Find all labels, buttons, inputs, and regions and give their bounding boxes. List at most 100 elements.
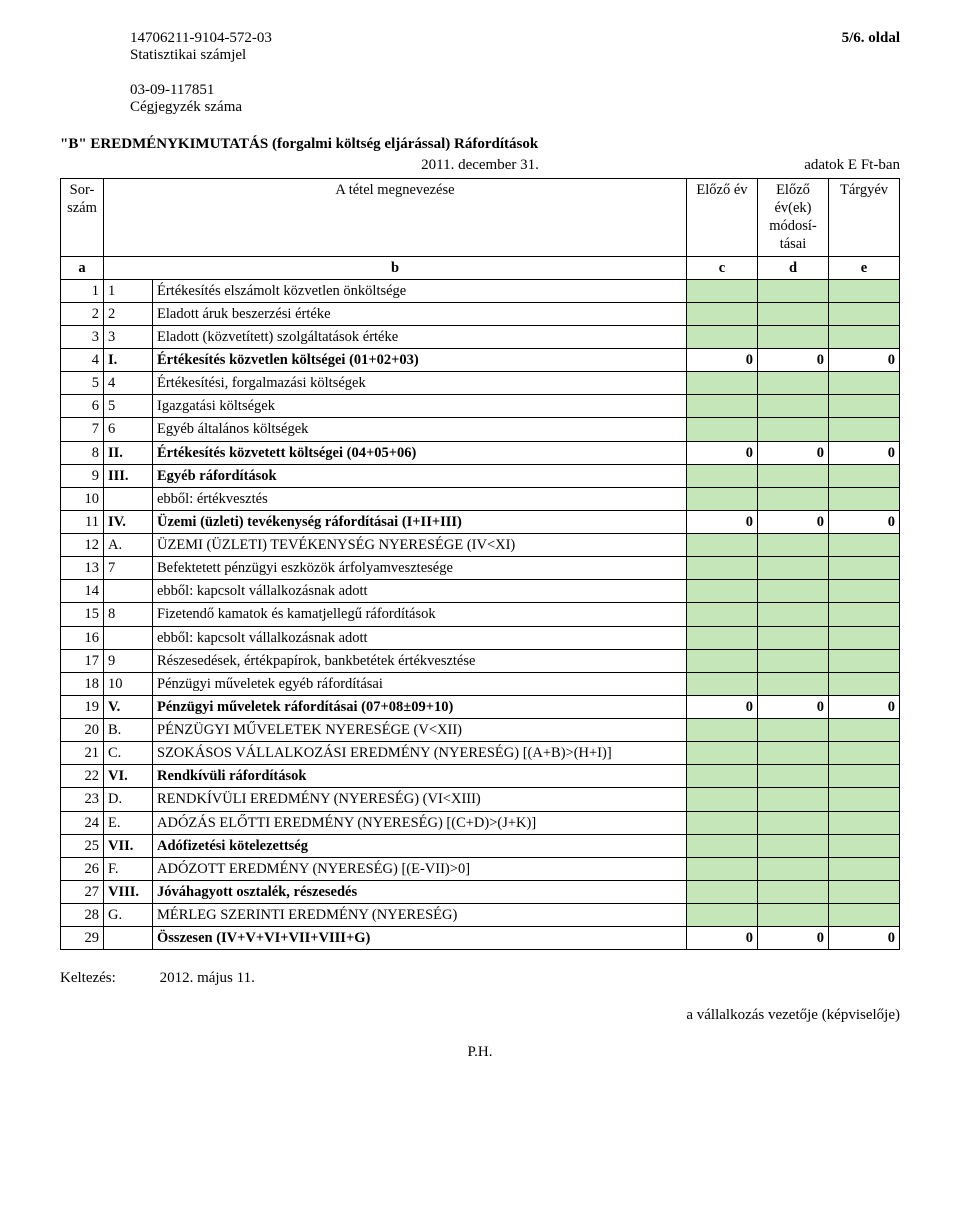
cell-e [829, 302, 900, 325]
row-number: 1 [61, 279, 104, 302]
row-number: 26 [61, 857, 104, 880]
keltezes-value: 2012. május 11. [160, 970, 255, 986]
row-number: 25 [61, 834, 104, 857]
table-row: 22VI.Rendkívüli ráfordítások [61, 765, 900, 788]
cell-c [687, 788, 758, 811]
row-number: 23 [61, 788, 104, 811]
cell-c: 0 [687, 927, 758, 950]
cell-c [687, 649, 758, 672]
cell-d: 0 [758, 510, 829, 533]
row-name: Értékesítés közvetett költségei (04+05+0… [153, 441, 687, 464]
table-row: 20B.PÉNZÜGYI MŰVELETEK NYERESÉGE (V<XII) [61, 719, 900, 742]
keltezes-label: Keltezés: [60, 970, 116, 987]
row-code: IV. [104, 510, 153, 533]
ph-label: P.H. [60, 1044, 900, 1061]
cell-d [758, 788, 829, 811]
table-row: 11Értékesítés elszámolt közvetlen önkölt… [61, 279, 900, 302]
cell-c [687, 811, 758, 834]
table-row: 19V.Pénzügyi műveletek ráfordításai (07+… [61, 695, 900, 718]
row-code: VI. [104, 765, 153, 788]
col-header-prev-year: Előző év [687, 179, 758, 257]
row-code: B. [104, 719, 153, 742]
cell-d [758, 418, 829, 441]
cell-c [687, 857, 758, 880]
cell-d [758, 672, 829, 695]
table-row: 21C.SZOKÁSOS VÁLLALKOZÁSI EREDMÉNY (NYER… [61, 742, 900, 765]
row-number: 14 [61, 580, 104, 603]
cell-c [687, 719, 758, 742]
cell-e [829, 834, 900, 857]
col-header-prev-mod: Előző év(ek) módosí-tásai [758, 179, 829, 257]
cell-c [687, 487, 758, 510]
cell-c [687, 603, 758, 626]
row-name: Rendkívüli ráfordítások [153, 765, 687, 788]
row-number: 19 [61, 695, 104, 718]
row-code: E. [104, 811, 153, 834]
page-title: "B" EREDMÉNYKIMUTATÁS (forgalmi költség … [60, 136, 900, 153]
cell-e [829, 649, 900, 672]
table-row: 16ebből: kapcsolt vállalkozásnak adott [61, 626, 900, 649]
cell-c [687, 279, 758, 302]
table-row: 12A.ÜZEMI (ÜZLETI) TEVÉKENYSÉG NYERESÉGE… [61, 534, 900, 557]
cell-e [829, 580, 900, 603]
table-row: 23D.RENDKÍVÜLI EREDMÉNY (NYERESÉG) (VI<X… [61, 788, 900, 811]
row-name: Eladott áruk beszerzési értéke [153, 302, 687, 325]
cell-d [758, 372, 829, 395]
cell-e [829, 626, 900, 649]
row-code: V. [104, 695, 153, 718]
cell-e [829, 487, 900, 510]
row-number: 4 [61, 349, 104, 372]
stat-label: Statisztikai számjel [130, 47, 246, 63]
cell-e: 0 [829, 927, 900, 950]
row-number: 3 [61, 325, 104, 348]
row-code: 3 [104, 325, 153, 348]
col-header-name: A tétel megnevezése [104, 179, 687, 257]
row-name: ebből: értékvesztés [153, 487, 687, 510]
cell-d [758, 302, 829, 325]
signer-label: a vállalkozás vezetője (képviselője) [686, 1007, 900, 1024]
cell-e: 0 [829, 441, 900, 464]
table-row: 26F.ADÓZOTT EREDMÉNY (NYERESÉG) [(E-VII)… [61, 857, 900, 880]
col-letter-a: a [61, 256, 104, 279]
row-name: ebből: kapcsolt vállalkozásnak adott [153, 580, 687, 603]
row-number: 15 [61, 603, 104, 626]
table-row: 54Értékesítési, forgalmazási költségek [61, 372, 900, 395]
cell-d [758, 742, 829, 765]
cell-d: 0 [758, 695, 829, 718]
row-number: 12 [61, 534, 104, 557]
table-row: 76Egyéb általános költségek [61, 418, 900, 441]
row-number: 27 [61, 880, 104, 903]
units-label: adatok E Ft-ban [804, 157, 900, 174]
report-date: 2011. december 31. [421, 157, 539, 173]
cell-c: 0 [687, 695, 758, 718]
row-number: 18 [61, 672, 104, 695]
cell-d [758, 811, 829, 834]
cell-d [758, 904, 829, 927]
row-number: 29 [61, 927, 104, 950]
row-name: ADÓZOTT EREDMÉNY (NYERESÉG) [(E-VII)>0] [153, 857, 687, 880]
row-code: 5 [104, 395, 153, 418]
cell-c [687, 395, 758, 418]
cell-e: 0 [829, 695, 900, 718]
cell-d [758, 765, 829, 788]
cell-d: 0 [758, 441, 829, 464]
table-row: 8II.Értékesítés közvetett költségei (04+… [61, 441, 900, 464]
cell-c [687, 418, 758, 441]
col-letter-d: d [758, 256, 829, 279]
reg-label: Cégjegyzék száma [130, 99, 242, 115]
cell-d [758, 534, 829, 557]
cell-e [829, 534, 900, 557]
page-number: 5/6. oldal [842, 30, 900, 47]
row-name: PÉNZÜGYI MŰVELETEK NYERESÉGE (V<XII) [153, 719, 687, 742]
cell-c [687, 626, 758, 649]
cell-d: 0 [758, 927, 829, 950]
table-row: 11IV.Üzemi (üzleti) tevékenység ráfordít… [61, 510, 900, 533]
row-code: 4 [104, 372, 153, 395]
row-code: C. [104, 742, 153, 765]
cell-e [829, 464, 900, 487]
cell-c: 0 [687, 441, 758, 464]
row-code: VII. [104, 834, 153, 857]
table-header-row: Sor-szám A tétel megnevezése Előző év El… [61, 179, 900, 257]
stat-id: 14706211-9104-572-03 [130, 30, 272, 46]
row-code: 6 [104, 418, 153, 441]
